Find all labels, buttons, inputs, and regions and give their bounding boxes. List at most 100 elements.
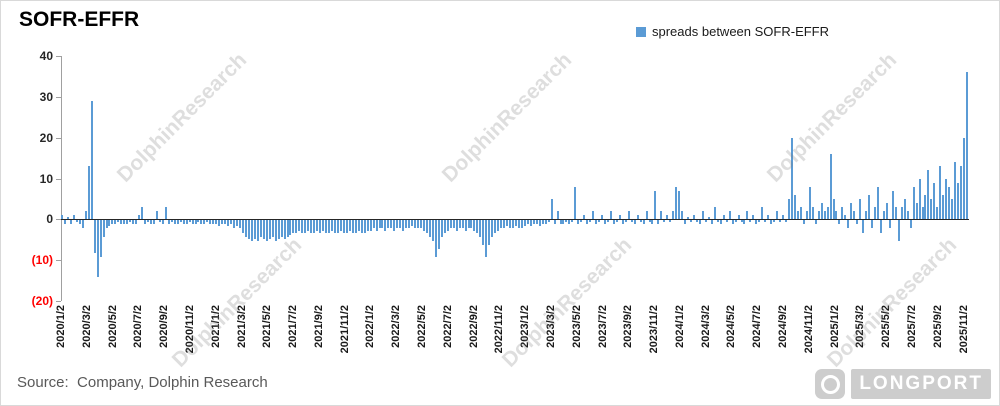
bar [66,217,69,220]
bar [322,220,325,231]
bar [716,220,719,223]
bar [283,220,286,239]
bar [841,207,844,220]
x-axis-tick-label: 2021/7/2 [287,305,300,348]
bar [111,220,114,225]
longport-logo-text: LONGPORT [851,369,991,399]
bar [960,166,963,220]
x-axis-tick-label: 2023/11/2 [648,305,661,354]
bar [482,220,485,245]
bar [936,207,939,220]
x-axis-tick-label: 2023/3/2 [544,305,557,348]
bar [808,186,811,220]
bar [799,207,802,220]
camera-aperture-icon [820,374,840,394]
x-axis-tick-label: 2020/1/2 [55,305,67,348]
bar [743,220,746,225]
bar [117,220,120,223]
bar [87,166,90,220]
bar [853,211,856,220]
bar [239,220,242,229]
bar [215,220,218,225]
bar [529,220,532,227]
bar [203,220,206,225]
bar [230,220,233,225]
bar [431,220,434,241]
bar [660,211,663,220]
bar [595,220,598,225]
chart-plot [61,56,969,301]
bar [425,220,428,233]
bar [755,220,758,225]
bar [331,220,334,231]
bar [256,220,259,241]
x-axis-tick-label: 2023/1/2 [519,305,532,348]
bar [859,198,862,220]
bar [384,220,387,231]
bar [832,198,835,220]
bar [194,220,197,225]
bar [722,215,725,220]
bar [589,220,592,223]
bar [701,211,704,220]
bar [280,220,283,237]
legend: spreads between SOFR-EFFR [636,24,829,39]
bar [396,220,399,229]
bar [731,220,734,225]
bar [719,220,722,225]
bar [885,203,888,220]
bar [452,220,455,229]
x-axis-tick-label: 2021/9/2 [312,305,325,348]
bar [811,207,814,220]
bar [903,198,906,220]
x-axis-tick-label: 2024/1/2 [673,305,686,348]
bar [559,220,562,225]
bar [298,220,301,231]
bar [630,220,633,223]
bar [951,198,954,220]
bar [636,215,639,220]
bar [236,220,239,227]
bar [399,220,402,229]
bar [408,220,411,229]
bar [823,211,826,220]
bar [244,220,247,237]
bar [547,220,550,223]
bar [654,190,657,220]
bar [319,220,322,233]
bar [289,220,292,235]
x-axis-tick-label: 2020/5/2 [106,305,119,348]
bar [135,220,138,225]
bar [75,220,78,223]
y-axis-tick-mark [56,137,61,139]
bar [271,220,274,237]
bar [728,211,731,220]
x-axis-tick-label: 2021/1/2 [209,305,222,348]
bar [301,220,304,233]
bar [132,220,135,225]
bar [526,220,529,225]
bar [90,100,93,220]
bar [770,220,773,225]
bar [114,220,117,225]
bar [381,220,384,229]
x-axis-tick-label: 2025/5/2 [880,305,893,348]
bar [835,211,838,220]
y-axis-tick-label: 10 [39,171,53,186]
bar [247,220,250,239]
x-axis-tick-label: 2021/5/2 [261,305,274,348]
bar [105,220,108,229]
bar [129,220,132,223]
bar [604,220,607,225]
x-axis-tick-label: 2025/9/2 [931,305,944,348]
bar [882,211,885,220]
bar [268,220,271,239]
bar [158,220,161,223]
bar [645,211,648,220]
bar [787,198,790,220]
y-axis-tick-label: 20 [39,130,53,145]
bar [814,220,817,225]
bar [710,220,713,225]
bar [363,220,366,233]
bar [520,220,523,229]
